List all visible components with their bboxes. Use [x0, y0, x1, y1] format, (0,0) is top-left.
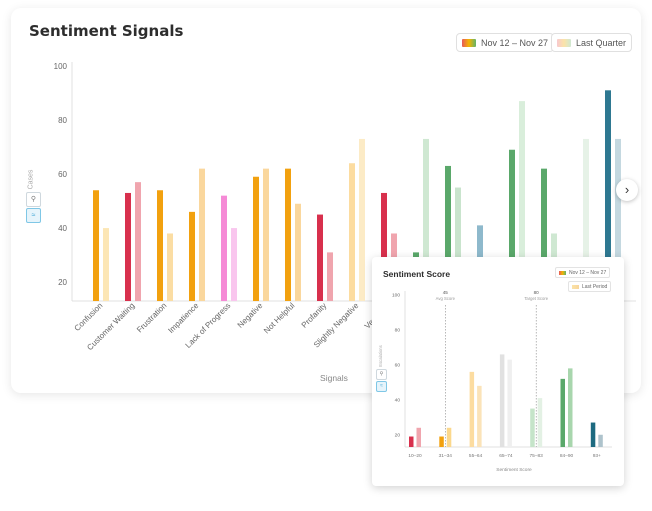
- inset-legend-prior[interactable]: Last Period: [568, 281, 612, 292]
- reference-value-label: 45: [443, 290, 449, 295]
- bar-current: [590, 422, 596, 447]
- x-tick-label: 31–34: [439, 453, 453, 459]
- inset-legend-current[interactable]: Nov 12 – Nov 27: [555, 267, 611, 278]
- sentiment-score-chart: 20 40 60 80 100 10–20 31–34 55–64 65–74 75–83 84–9…: [378, 290, 612, 473]
- x-axis-label: Signals: [320, 373, 348, 383]
- bar-current: [530, 408, 535, 447]
- y-axis-label: Escalations: [378, 345, 383, 366]
- bar-current: [349, 163, 355, 301]
- legend-swatch-current: [462, 38, 476, 47]
- y-tick-label: 20: [395, 432, 401, 438]
- y-tick-label: 60: [395, 363, 401, 369]
- bar-current: [541, 168, 547, 301]
- y-tick-label: 20: [58, 278, 67, 287]
- y-tick-label: 40: [58, 224, 67, 233]
- x-tick-label: Impatience: [166, 301, 200, 335]
- x-tick-label: 93+: [593, 453, 601, 459]
- bar-prior: [416, 427, 421, 447]
- reference-value-label: 80: [534, 290, 540, 295]
- bar-prior: [537, 398, 543, 447]
- bar-prior: [615, 138, 621, 301]
- inset-legend-label-prior: Last Period: [582, 283, 608, 290]
- y-tick-label: 100: [54, 62, 68, 71]
- x-tick-label: 65–74: [499, 453, 513, 459]
- x-axis-label: Sentiment Score: [496, 467, 532, 473]
- bar-prior: [199, 168, 205, 301]
- bar-prior: [568, 368, 573, 447]
- bar-prior: [423, 138, 429, 301]
- x-tick-label: 10–20: [408, 453, 422, 459]
- bar-current: [605, 90, 611, 301]
- bar-prior: [263, 168, 269, 301]
- bar-current: [409, 436, 414, 447]
- filter-icon[interactable]: ⚲: [376, 369, 387, 380]
- bar-current: [93, 190, 99, 301]
- x-tick-label: Negative: [236, 301, 265, 330]
- chart-icon[interactable]: ≈: [26, 208, 41, 223]
- x-tick-label: Profanity: [300, 301, 329, 330]
- y-tick-label: 80: [395, 328, 401, 334]
- bar-current: [381, 192, 387, 301]
- x-tick-label: Frustration: [135, 301, 168, 334]
- reference-line-label: Avg Score: [436, 296, 456, 301]
- sentiment-score-card: Sentiment Score Nov 12 – Nov 27 Last Per…: [372, 257, 624, 486]
- y-tick-label: 100: [392, 293, 400, 299]
- bar-current: [469, 371, 475, 447]
- bar-current: [445, 165, 451, 301]
- bar-prior: [519, 101, 525, 301]
- bar-prior: [477, 385, 482, 447]
- legend-swatch-prior: [557, 38, 571, 47]
- inset-legend-label-current: Nov 12 – Nov 27: [569, 269, 607, 276]
- legend-current-period[interactable]: Nov 12 – Nov 27: [456, 33, 555, 52]
- x-tick-label: Not Helpful: [262, 301, 297, 336]
- bar-current: [157, 190, 163, 301]
- bar-current: [253, 176, 259, 301]
- bar-prior: [135, 182, 141, 301]
- y-tick-label: 80: [58, 116, 67, 125]
- card-title: Sentiment Signals: [29, 22, 184, 40]
- bar-current: [285, 168, 291, 301]
- inset-card-title: Sentiment Score: [383, 269, 451, 279]
- bar-prior: [598, 434, 603, 447]
- x-tick-label: 84–90: [560, 453, 574, 459]
- bar-prior: [507, 359, 512, 447]
- bar-prior: [583, 138, 589, 301]
- filter-icon[interactable]: ⚲: [26, 192, 41, 207]
- bar-current: [125, 192, 131, 301]
- bar-current: [509, 149, 515, 301]
- bar-current: [221, 195, 227, 301]
- inset-legend-swatch-current: [559, 270, 566, 275]
- bar-current: [317, 214, 323, 301]
- bar-prior: [231, 228, 237, 301]
- bar-current: [560, 378, 565, 447]
- bar-current: [499, 354, 505, 447]
- x-tick-label: 75–83: [530, 453, 544, 459]
- legend-prior-period[interactable]: Last Quarter: [551, 33, 633, 52]
- bar-current: [189, 211, 195, 301]
- bar-prior: [327, 252, 333, 301]
- y-tick-label: 60: [58, 170, 67, 179]
- chart-icon[interactable]: ≈: [376, 381, 387, 392]
- bar-prior: [359, 138, 365, 301]
- x-tick-label: Confusion: [73, 301, 105, 333]
- inset-legend-swatch-prior: [572, 284, 579, 289]
- reference-line-label: Target Score: [524, 296, 548, 301]
- chevron-right-icon[interactable]: ›: [616, 179, 638, 201]
- legend-label-current: Nov 12 – Nov 27: [481, 37, 549, 48]
- bar-prior: [103, 228, 109, 301]
- bar-prior: [295, 203, 301, 301]
- x-tick-label: 55–64: [469, 453, 483, 459]
- bar-prior: [167, 233, 173, 301]
- bar-prior: [446, 427, 452, 447]
- bar-prior: [455, 187, 461, 301]
- bar-current: [439, 436, 444, 447]
- legend-label-prior: Last Quarter: [576, 37, 627, 48]
- sentiment-signals-card: Sentiment Signals Nov 12 – Nov 27 Last Q…: [11, 8, 641, 393]
- y-tick-label: 40: [395, 398, 401, 404]
